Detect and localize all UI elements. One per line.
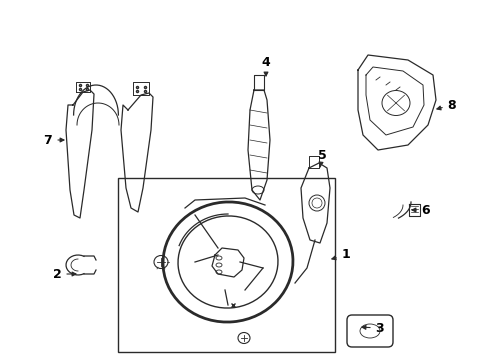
Text: 2: 2 (53, 267, 76, 280)
Text: 8: 8 (436, 99, 455, 112)
Text: 7: 7 (43, 134, 64, 147)
Bar (118, 178, 334, 352)
Text: 1: 1 (331, 248, 350, 261)
Text: 6: 6 (411, 203, 429, 216)
Text: 5: 5 (317, 149, 325, 167)
Text: 3: 3 (361, 321, 384, 334)
Text: 4: 4 (261, 55, 270, 76)
